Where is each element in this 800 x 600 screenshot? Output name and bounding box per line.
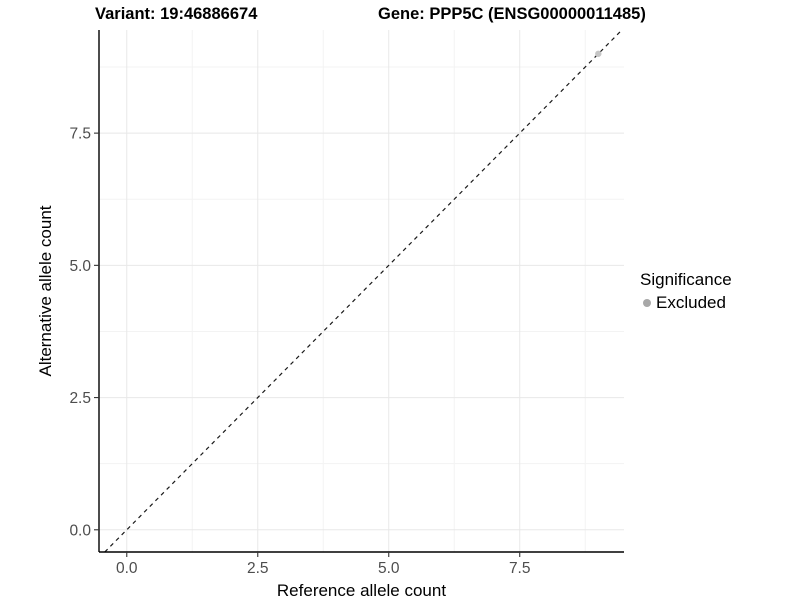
data-point-excluded — [595, 50, 602, 57]
x-axis-title: Reference allele count — [276, 581, 447, 600]
y-tick-label: 5.0 — [69, 258, 91, 275]
legend-item-label: Excluded — [656, 293, 726, 313]
y-axis-title: Alternative allele count — [36, 205, 55, 377]
y-tick-label: 2.5 — [69, 390, 91, 407]
legend-title: Significance — [640, 270, 732, 289]
identity-dashed-line — [104, 29, 623, 553]
y-tick-label: 0.0 — [69, 522, 91, 539]
y-tick-label: 7.5 — [69, 126, 91, 143]
x-tick-label: 5.0 — [378, 560, 400, 577]
legend-point-icon — [643, 299, 651, 308]
x-tick-label: 0.0 — [116, 560, 138, 577]
legend: Significance Excluded — [640, 270, 732, 313]
plot-title-gene: Gene: PPP5C (ENSG00000011485) — [378, 5, 646, 23]
plot-title-variant: Variant: 19:46886674 — [95, 5, 258, 23]
x-tick-label: 7.5 — [509, 560, 531, 577]
legend-item-excluded: Excluded — [640, 293, 732, 313]
x-tick-label: 2.5 — [247, 560, 269, 577]
